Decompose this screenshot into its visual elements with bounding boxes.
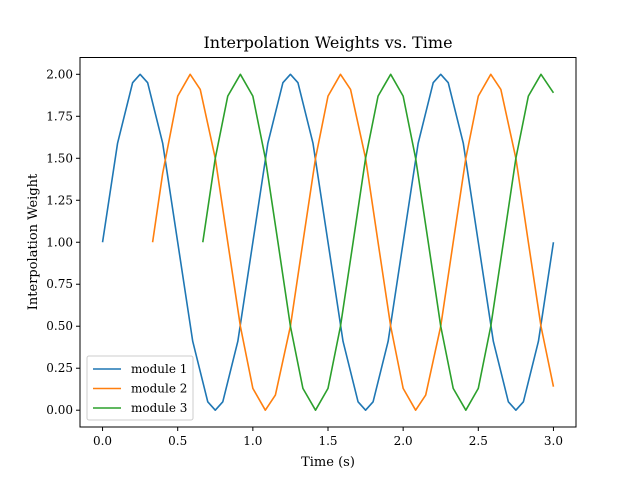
x-axis: 0.0 0.5 1.0 1.5 2.0 2.5 3.0 (93, 427, 563, 448)
x-tick-label: 0.5 (168, 434, 187, 448)
y-tick-label: 0.50 (46, 319, 73, 333)
x-tick-label: 3.0 (544, 434, 563, 448)
y-tick-label: 1.00 (46, 235, 73, 249)
series-line-1 (101, 73, 555, 411)
y-tick-label: 0.25 (46, 361, 73, 375)
y-tick-label: 0.00 (46, 403, 73, 417)
y-axis: 0.00 0.25 0.50 0.75 1.00 1.25 1.50 1.75 2.00 (46, 67, 80, 417)
legend-label-2: module 2 (131, 382, 187, 396)
x-tick-label: 2.5 (469, 434, 488, 448)
legend-label-3: module 3 (131, 401, 187, 415)
series-line-3 (202, 73, 555, 411)
plot-series (101, 73, 555, 411)
chart-title: Interpolation Weights vs. Time (203, 33, 452, 52)
legend-label-1: module 1 (131, 362, 187, 376)
x-axis-label: Time (s) (301, 455, 355, 470)
x-tick-label: 2.0 (394, 434, 413, 448)
x-tick-label: 1.5 (318, 434, 337, 448)
legend-box (86, 355, 194, 421)
plot-frame (79, 57, 577, 428)
y-tick-label: 1.25 (46, 193, 73, 207)
y-tick-label: 1.75 (46, 109, 73, 123)
y-tick-label: 1.50 (46, 151, 73, 165)
x-tick-label: 0.0 (93, 434, 112, 448)
y-tick-label: 2.00 (46, 67, 73, 81)
legend: module 1 module 2 module 3 (86, 355, 194, 421)
y-axis-label: Interpolation Weight (26, 173, 41, 310)
x-tick-label: 1.0 (243, 434, 262, 448)
y-tick-label: 0.75 (46, 277, 73, 291)
series-line-2 (151, 73, 555, 411)
